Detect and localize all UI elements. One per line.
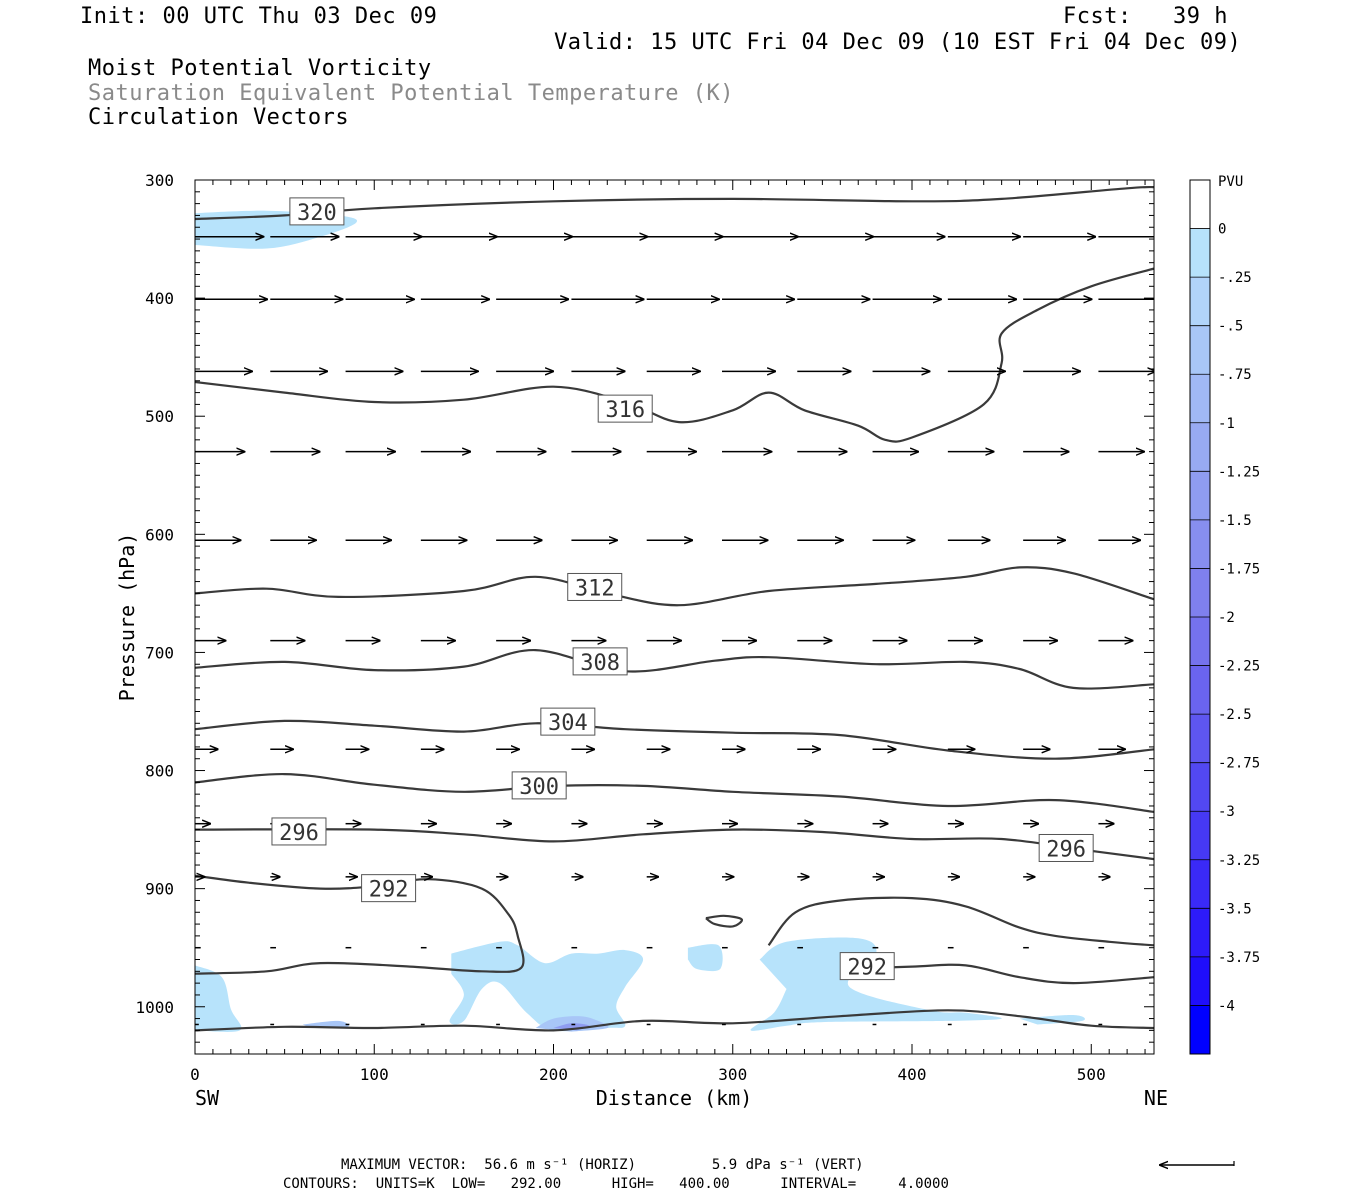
contour-label-300: 300 <box>511 771 567 800</box>
theta-e-contour-292 <box>195 874 525 975</box>
pv-shade-region-1 <box>449 941 644 1032</box>
theta-e-contour-316 <box>195 267 1154 443</box>
max-vector-note: MAXIMUM VECTOR: 56.6 m s⁻¹ (HORIZ) 5.9 d… <box>341 1157 864 1173</box>
colorbar-level-label: -2 <box>1218 610 1235 626</box>
theta-e-contour-300 <box>195 772 1154 813</box>
svg-text:316: 316 <box>605 398 645 423</box>
forecast-hour: Fcst: 39 h <box>1063 4 1228 29</box>
contour-label-292: 292 <box>839 952 895 981</box>
colorbar-level-label: -2.5 <box>1218 707 1252 723</box>
field-title-theta-es: Saturation Equivalent Potential Temperat… <box>88 81 735 106</box>
colorbar-level-label: -1 <box>1218 416 1235 432</box>
svg-text:300: 300 <box>519 775 559 800</box>
y-tick-label-800: 800 <box>145 762 174 781</box>
colorbar-swatch-15 <box>1190 908 1210 958</box>
y-tick-label-600: 600 <box>145 525 174 544</box>
colorbar-level-label: -.25 <box>1218 270 1252 286</box>
x-axis-title: Distance (km) <box>596 1086 753 1110</box>
contour-label-292: 292 <box>361 874 417 903</box>
colorbar-swatch-12 <box>1190 762 1210 812</box>
init-time: Init: 00 UTC Thu 03 Dec 09 <box>80 4 438 29</box>
valid-time: Valid: 15 UTC Fri 04 Dec 09 (10 EST Fri … <box>554 30 1242 55</box>
x-tick-label-200: 200 <box>539 1065 568 1084</box>
field-title-mpv: Moist Potential Vorticity <box>88 56 432 81</box>
contour-label-308: 308 <box>572 647 628 676</box>
colorbar-level-label: -1.5 <box>1218 513 1252 529</box>
svg-text:312: 312 <box>575 576 615 601</box>
colorbar-level-label: -2.75 <box>1218 756 1260 772</box>
colorbar-swatch-9 <box>1190 617 1210 667</box>
colorbar-swatch-8 <box>1190 568 1210 618</box>
pv-shade-region-2 <box>750 937 1002 1031</box>
contour-label-304: 304 <box>540 707 596 736</box>
svg-text:296: 296 <box>279 821 319 846</box>
colorbar-swatch-5 <box>1190 422 1210 472</box>
y-tick-label-300: 300 <box>145 171 174 190</box>
colorbar-swatch-7 <box>1190 519 1210 569</box>
colorbar-level-label: -3 <box>1218 804 1235 820</box>
y-tick-label-400: 400 <box>145 289 174 308</box>
colorbar-swatch-10 <box>1190 665 1210 715</box>
contour-label-320: 320 <box>289 197 345 226</box>
contour-info-note: CONTOURS: UNITS=K LOW= 292.00 HIGH= 400.… <box>283 1176 949 1192</box>
colorbar-swatch-16 <box>1190 956 1210 1006</box>
colorbar-swatch-4 <box>1190 374 1210 424</box>
colorbar-swatch-3 <box>1190 325 1210 375</box>
svg-text:292: 292 <box>369 878 409 903</box>
y-tick-label-500: 500 <box>145 407 174 426</box>
theta-e-contour-292 <box>840 963 1154 985</box>
x-tick-label-500: 500 <box>1077 1065 1106 1084</box>
y-tick-label-700: 700 <box>145 643 174 662</box>
pv-shade-region-4 <box>195 965 242 1032</box>
field-title-vectors: Circulation Vectors <box>88 105 350 130</box>
x-tick-label-100: 100 <box>360 1065 389 1084</box>
svg-text:296: 296 <box>1046 837 1086 862</box>
colorbar-swatch-2 <box>1190 277 1210 327</box>
colorbar-level-label: -1.75 <box>1218 561 1260 577</box>
colorbar-title: PVU <box>1218 174 1243 190</box>
theta-e-contour-296 <box>195 828 1154 861</box>
reference-vector <box>1160 1161 1235 1166</box>
theta-e-contour-0 <box>705 914 744 928</box>
theta-e-contour-308 <box>195 648 1154 690</box>
colorbar-swatch-17 <box>1190 1005 1210 1055</box>
pv-shade-region-3 <box>687 944 723 972</box>
y-tick-label-900: 900 <box>145 880 174 899</box>
contour-label-296: 296 <box>1038 833 1094 862</box>
svg-text:292: 292 <box>847 956 887 981</box>
colorbar-swatch-13 <box>1190 811 1210 861</box>
svg-text:308: 308 <box>580 651 620 676</box>
colorbar-swatch-11 <box>1190 714 1210 764</box>
svg-text:320: 320 <box>297 201 337 226</box>
theta-e-contour-292 <box>767 896 1154 947</box>
y-tick-label-1000: 1000 <box>135 998 174 1017</box>
theta-e-contour-288 <box>195 1009 1154 1032</box>
colorbar-level-label: -4 <box>1218 998 1235 1014</box>
colorbar-swatch-0 <box>1190 180 1210 230</box>
colorbar-swatch-1 <box>1190 228 1210 278</box>
contour-label-296: 296 <box>271 817 327 846</box>
theta-e-contour-312 <box>195 566 1154 607</box>
colorbar-swatch-14 <box>1190 859 1210 909</box>
colorbar-level-label: -.75 <box>1218 367 1252 383</box>
colorbar-level-label: -3.25 <box>1218 853 1260 869</box>
colorbar-level-label: -1.25 <box>1218 464 1260 480</box>
theta-e-contour-304 <box>195 719 1154 760</box>
contour-label-312: 312 <box>567 572 623 601</box>
y-axis-title: Pressure (hPa) <box>115 533 139 702</box>
x-tick-label-0: 0 <box>190 1065 200 1084</box>
colorbar-level-label: 0 <box>1218 222 1226 238</box>
svg-text:304: 304 <box>548 711 588 736</box>
x-axis-right-end: NE <box>1144 1086 1168 1110</box>
x-axis-left-end: SW <box>195 1086 220 1110</box>
x-tick-label-400: 400 <box>898 1065 927 1084</box>
colorbar-level-label: -3.75 <box>1218 950 1260 966</box>
colorbar-swatch-6 <box>1190 471 1210 521</box>
colorbar-level-label: -.5 <box>1218 319 1243 335</box>
colorbar-level-label: -3.5 <box>1218 901 1252 917</box>
colorbar-level-label: -2.25 <box>1218 659 1260 675</box>
contour-label-316: 316 <box>597 394 653 423</box>
x-tick-label-300: 300 <box>718 1065 747 1084</box>
